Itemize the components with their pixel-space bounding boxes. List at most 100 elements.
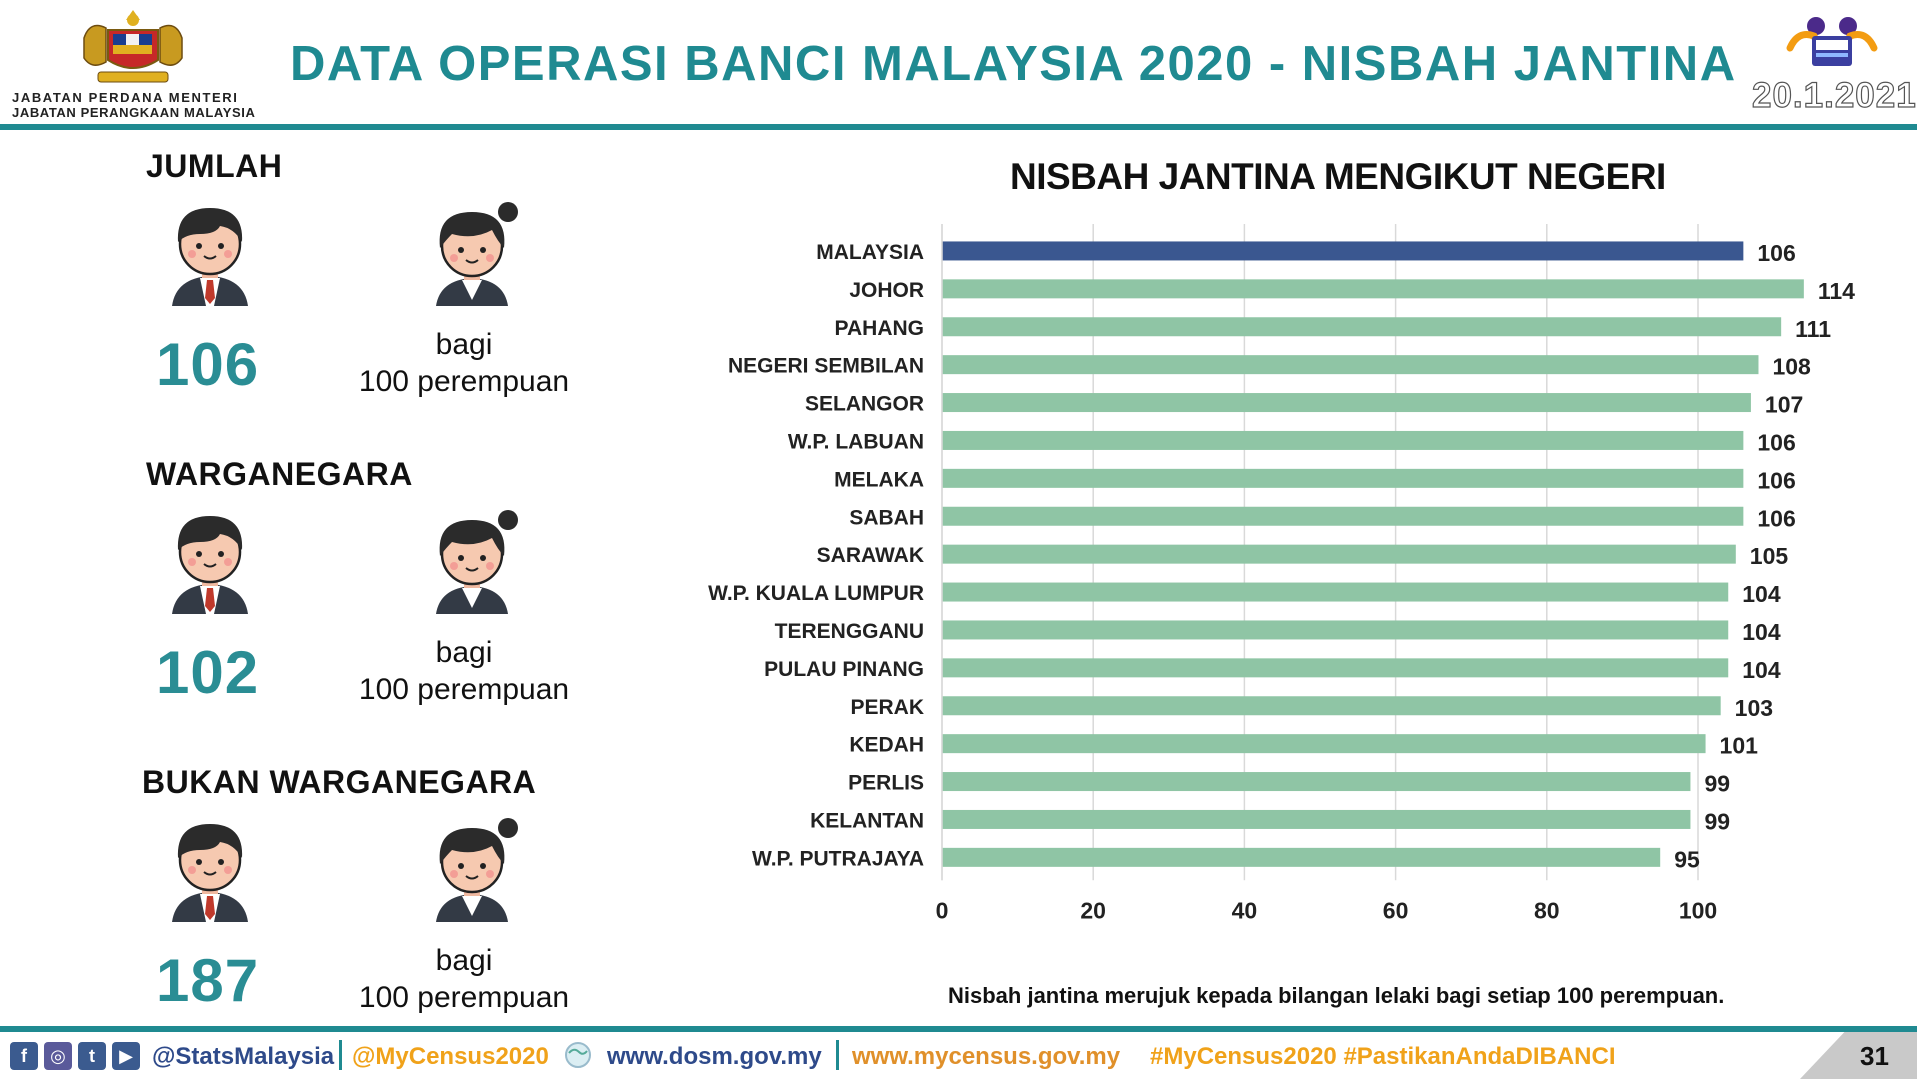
page-title: DATA OPERASI BANCI MALAYSIA 2020 - NISBA… [290, 36, 1737, 92]
female-avatar-icon [416, 194, 528, 306]
summary-title: JUMLAH [146, 148, 282, 185]
youtube-icon[interactable]: ▶ [112, 1042, 140, 1070]
category-label: KELANTAN [810, 809, 924, 832]
header: JABATAN PERDANA MENTERI JABATAN PERANGKA… [0, 0, 1917, 128]
category-label: NEGERI SEMBILAN [728, 355, 924, 378]
bar [942, 810, 1690, 829]
category-label: JOHOR [849, 279, 924, 302]
footer: f ◎ t ▶ @StatsMalaysia @MyCensus2020 www… [0, 1032, 1917, 1079]
page-tab [1800, 1032, 1917, 1079]
date: 20.1.2021 [1752, 76, 1917, 116]
agency-line-2: JABATAN PERANGKAAN MALAYSIA [12, 105, 255, 120]
data-label: 104 [1742, 657, 1781, 683]
bar [942, 241, 1743, 260]
data-label: 106 [1757, 505, 1795, 531]
category-label: KEDAH [849, 734, 924, 757]
bar [942, 393, 1751, 412]
x-tick-label: 60 [1383, 897, 1409, 923]
twitter-icon[interactable]: t [78, 1042, 106, 1070]
summary-value: 102 [156, 638, 259, 707]
category-label: PERLIS [848, 772, 924, 795]
handle-stats-malaysia[interactable]: @StatsMalaysia [152, 1043, 334, 1071]
x-tick-label: 80 [1534, 897, 1560, 923]
data-label: 106 [1757, 467, 1795, 493]
female-avatar-icon [416, 502, 528, 614]
facebook-icon[interactable]: f [10, 1042, 38, 1070]
category-label: W.P. KUALA LUMPUR [708, 582, 924, 605]
x-tick-label: 20 [1080, 897, 1106, 923]
instagram-icon[interactable]: ◎ [44, 1042, 72, 1070]
bar [942, 734, 1706, 753]
x-tick-label: 40 [1232, 897, 1258, 923]
bar [942, 431, 1743, 450]
category-label: W.P. LABUAN [788, 430, 924, 453]
data-label: 114 [1818, 278, 1855, 304]
summary-title: BUKAN WARGANEGARA [142, 764, 536, 801]
data-label: 106 [1757, 240, 1795, 266]
summary-per: bagi 100 perempuan [334, 634, 594, 708]
data-label: 104 [1742, 619, 1781, 645]
male-avatar-icon [154, 502, 266, 614]
per-line-1: bagi [334, 942, 594, 979]
summary-jumlah: JUMLAH 106 bagi 100 perempuan [0, 148, 620, 448]
agency-line-1: JABATAN PERDANA MENTERI [12, 90, 255, 105]
bar [942, 355, 1758, 374]
bar [942, 545, 1736, 564]
data-label: 105 [1750, 543, 1789, 569]
bar [942, 696, 1721, 715]
handle-mycensus[interactable]: @MyCensus2020 [352, 1043, 549, 1071]
footer-separator [836, 1040, 839, 1070]
x-tick-label: 0 [936, 897, 949, 923]
summary-title: WARGANEGARA [146, 456, 413, 493]
male-avatar-icon [154, 810, 266, 922]
category-label: W.P. PUTRAJAYA [752, 847, 924, 870]
bar [942, 772, 1690, 791]
link-dosm[interactable]: www.dosm.gov.my [607, 1043, 822, 1071]
category-label: TERENGGANU [775, 620, 924, 643]
x-tick-label: 100 [1679, 897, 1717, 923]
footnote: Nisbah jantina merujuk kepada bilangan l… [948, 983, 1724, 1009]
chart-title: NISBAH JANTINA MENGIKUT NEGERI [1010, 156, 1666, 198]
category-label: SARAWAK [817, 544, 924, 567]
summary-bukan-warganegara: BUKAN WARGANEGARA 187 bagi 100 perempuan [0, 764, 620, 1064]
category-label: MALAYSIA [816, 241, 924, 264]
category-label: MELAKA [834, 468, 924, 491]
category-label: PULAU PINANG [764, 658, 924, 681]
data-label: 107 [1765, 392, 1803, 418]
summary-per: bagi 100 perempuan [334, 942, 594, 1016]
page-number: 31 [1860, 1041, 1889, 1072]
globe-icon [563, 1040, 593, 1070]
data-label: 99 [1704, 808, 1730, 834]
header-rule [0, 124, 1917, 130]
data-label: 103 [1735, 695, 1773, 721]
sex-ratio-bar-chart: 0 20 40 60 80 100 MALAYSIA 106 JOHOR 114 PAHANG 111… [660, 220, 1910, 940]
bar [942, 317, 1781, 336]
bar [942, 279, 1804, 298]
footer-separator [339, 1040, 342, 1070]
data-label: 101 [1720, 733, 1759, 759]
bar [942, 583, 1728, 602]
data-label: 95 [1674, 846, 1700, 872]
bar [942, 848, 1660, 867]
malaysia-coat-of-arms-icon [78, 8, 188, 86]
per-line-1: bagi [334, 634, 594, 671]
per-line-2: 100 perempuan [334, 979, 594, 1016]
link-mycensus[interactable]: www.mycensus.gov.my [852, 1043, 1120, 1071]
male-avatar-icon [154, 194, 266, 306]
data-label: 104 [1742, 581, 1781, 607]
summary-value: 187 [156, 946, 259, 1015]
category-label: SELANGOR [805, 393, 924, 416]
data-label: 106 [1757, 429, 1795, 455]
per-line-1: bagi [334, 326, 594, 363]
footer-hashtags: #MyCensus2020 #PastikanAndaDIBANCI [1150, 1043, 1616, 1071]
data-label: 108 [1772, 354, 1811, 380]
summary-value: 106 [156, 330, 259, 399]
female-avatar-icon [416, 810, 528, 922]
bar [942, 620, 1728, 639]
per-line-2: 100 perempuan [334, 671, 594, 708]
banci-malaysia-logo-icon [1782, 12, 1882, 70]
category-label: PERAK [850, 696, 924, 719]
summary-per: bagi 100 perempuan [334, 326, 594, 400]
bar [942, 507, 1743, 526]
agency-name: JABATAN PERDANA MENTERI JABATAN PERANGKA… [12, 90, 255, 120]
